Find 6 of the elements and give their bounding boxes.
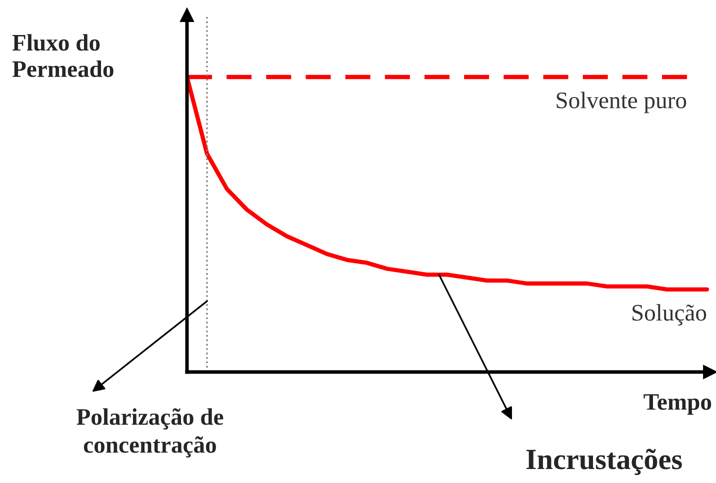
y-axis-title: Fluxo do Permeado [12,34,114,78]
text: Polarização de concentração [76,408,224,458]
x-axis-title: Tempo [644,394,712,415]
series-label: Solvente puro [556,92,686,114]
series-label: Solução [632,304,706,326]
text: Incrustações [526,448,682,476]
